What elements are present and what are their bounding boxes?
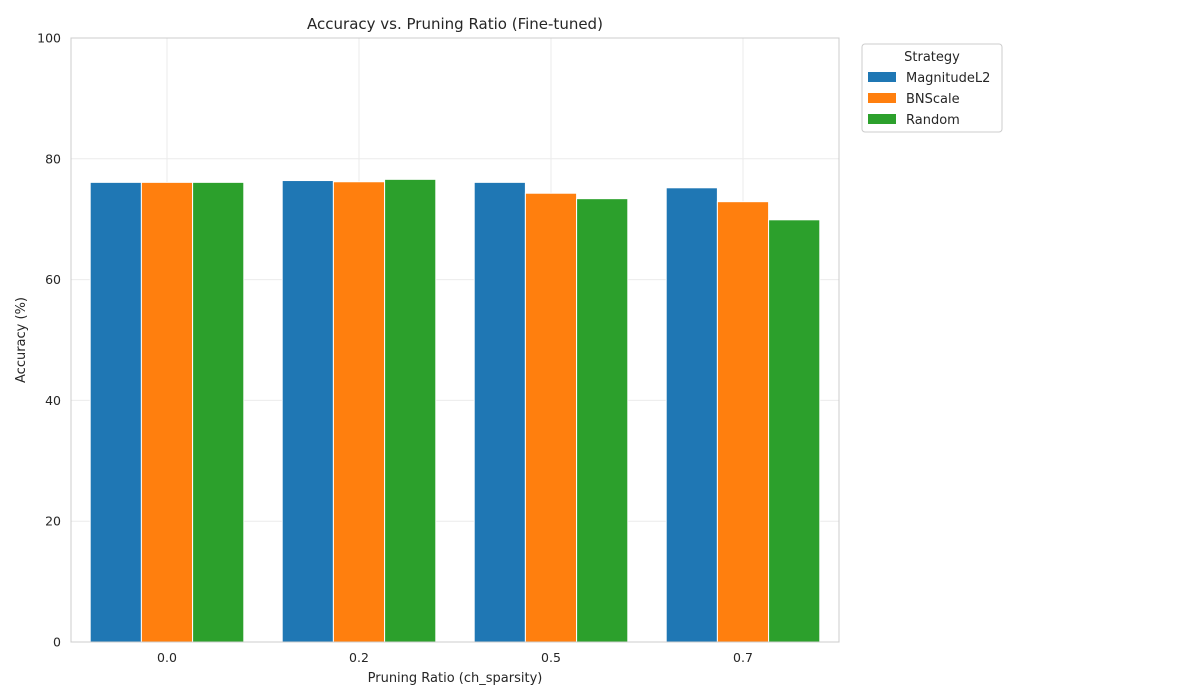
legend-frame [861, 43, 1003, 133]
x-tick-label: 0.0 [157, 650, 177, 665]
plot-area: 0 20 40 60 80 100 0.0 0.2 0.5 0.7 [37, 31, 840, 665]
legend: Strategy MagnitudeL2 BNScale Random [861, 43, 1003, 133]
bar-magnitudel2 [281, 180, 334, 643]
bar-bnscale [716, 201, 770, 643]
y-tick-label: 60 [45, 272, 61, 287]
bar-bnscale [332, 181, 386, 643]
bar-magnitudel2 [665, 187, 718, 643]
legend-title: Strategy [904, 50, 960, 65]
x-tick-label: 0.7 [733, 650, 753, 665]
bar-random [576, 198, 629, 643]
y-tick-label: 40 [45, 393, 61, 408]
chart-title: Accuracy vs. Pruning Ratio (Fine-tuned) [307, 15, 603, 33]
y-tick-label: 0 [53, 635, 61, 650]
bar-magnitudel2 [89, 181, 142, 643]
bar-magnitudel2 [473, 181, 526, 643]
legend-label-random: Random [906, 113, 960, 128]
bar-bnscale [140, 181, 194, 643]
bar-bnscale [524, 192, 578, 643]
y-tick-label: 80 [45, 151, 61, 166]
plot-frame [70, 37, 840, 643]
x-axis-label: Pruning Ratio (ch_sparsity) [368, 671, 543, 686]
y-tick-label: 20 [45, 514, 61, 529]
legend-swatch-random [868, 114, 896, 124]
bar-random [384, 178, 437, 643]
legend-label-bnscale: BNScale [906, 92, 960, 107]
bar-random [192, 181, 245, 643]
legend-swatch-bnscale [868, 93, 896, 103]
y-tick-label: 100 [37, 31, 61, 46]
x-tick-label: 0.5 [541, 650, 561, 665]
legend-label-magnitudel2: MagnitudeL2 [906, 71, 990, 86]
x-tick-label: 0.2 [349, 650, 369, 665]
bar-random [768, 219, 821, 643]
legend-swatch-magnitudel2 [868, 72, 896, 82]
y-axis-label: Accuracy (%) [14, 297, 29, 383]
